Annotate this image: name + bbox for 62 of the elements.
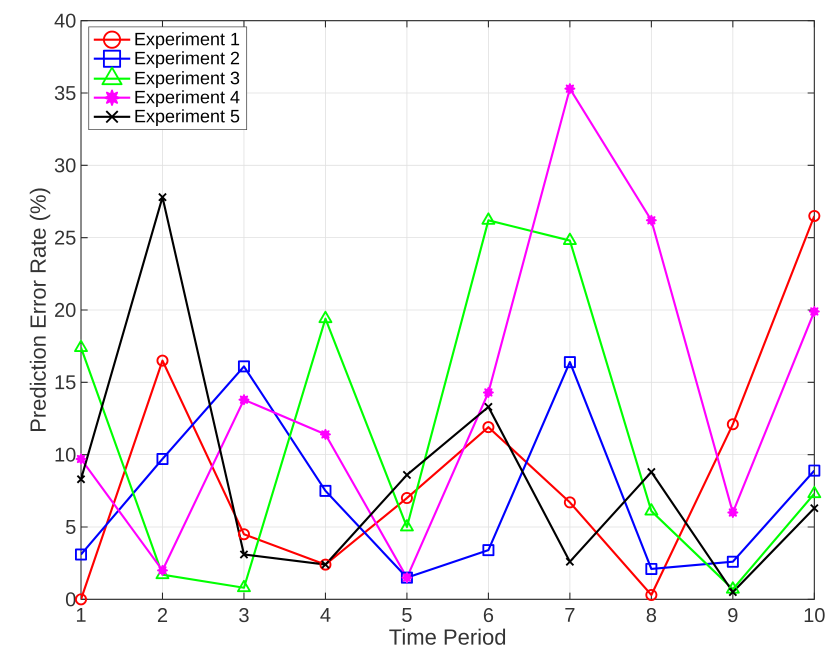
legend-label: Experiment 1 (135, 32, 240, 49)
y-tick-label: 30 (54, 158, 76, 172)
x-tick-label: 8 (646, 608, 656, 622)
y-tick-label: 35 (54, 86, 76, 100)
point (646, 214, 657, 226)
x-tick-label: 4 (320, 608, 330, 622)
point (76, 474, 86, 484)
x-tick-label: 3 (239, 608, 249, 622)
point (810, 504, 819, 513)
y-tick-label: 5 (66, 520, 76, 534)
legend-label: Experiment 3 (135, 71, 240, 88)
point (75, 593, 88, 606)
point (482, 544, 494, 556)
point (238, 394, 250, 406)
point (808, 464, 820, 477)
point (75, 548, 88, 560)
point (482, 386, 494, 398)
point (564, 496, 576, 508)
point (402, 470, 412, 480)
point (156, 354, 168, 367)
y-tick-label: 40 (54, 14, 76, 28)
point (482, 421, 494, 434)
point (238, 528, 250, 540)
point (157, 564, 168, 576)
point (565, 557, 574, 566)
y-tick-label: 10 (56, 448, 76, 462)
x-tick-label: 6 (484, 608, 494, 622)
y-axis-title: Prediction Error Rate (%) (30, 188, 50, 432)
x-tick-label: 1 (76, 608, 86, 622)
point (726, 418, 739, 430)
x-tick-label: 9 (728, 608, 738, 622)
point (400, 492, 413, 504)
x-tick-label: 10 (804, 608, 825, 622)
point (76, 454, 86, 464)
y-tick-label: 15 (56, 375, 76, 390)
point (319, 484, 332, 497)
point (239, 550, 248, 559)
point (727, 507, 738, 518)
x-tick-label: 2 (158, 608, 168, 622)
point (646, 467, 656, 477)
x-axis-title: Time Period (389, 628, 506, 645)
point (728, 588, 738, 597)
point (808, 210, 820, 222)
x-tick-label: 5 (402, 608, 412, 622)
point (564, 83, 576, 94)
point (156, 452, 168, 465)
point (645, 562, 658, 575)
y-tick-label: 0 (66, 592, 76, 606)
legend-label: Experiment 5 (135, 109, 240, 126)
point (808, 306, 820, 317)
legend-label: Experiment 4 (135, 90, 240, 107)
point (320, 428, 331, 440)
y-tick-label: 20 (55, 302, 76, 318)
point (158, 192, 167, 202)
point (564, 356, 576, 368)
point (645, 588, 658, 601)
x-tick-label: 7 (565, 608, 574, 622)
y-tick-label: 25 (55, 230, 76, 245)
point (726, 556, 739, 568)
point (238, 360, 250, 372)
point (484, 402, 493, 412)
legend-label: Experiment 2 (135, 51, 240, 68)
